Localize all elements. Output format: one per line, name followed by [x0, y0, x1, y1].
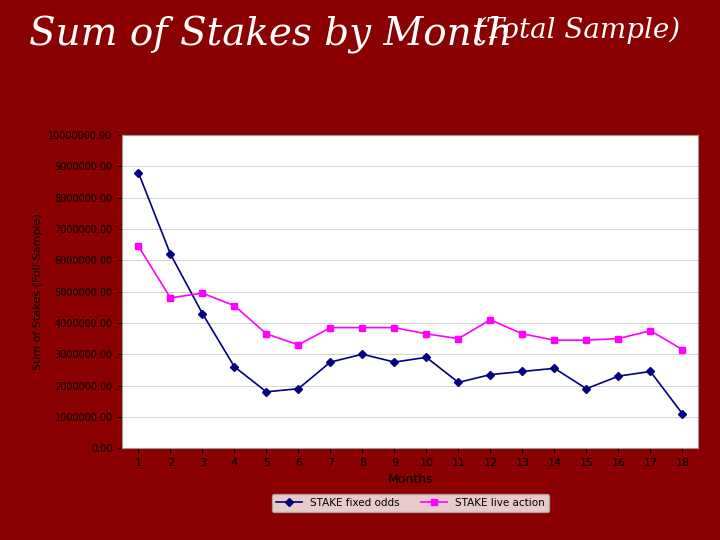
STAKE fixed odds	[646, 368, 654, 375]
Legend: STAKE fixed odds, STAKE live action: STAKE fixed odds, STAKE live action	[271, 494, 549, 512]
Line: STAKE fixed odds: STAKE fixed odds	[135, 170, 685, 416]
STAKE live action	[550, 337, 559, 343]
STAKE live action	[614, 335, 623, 342]
STAKE live action	[358, 325, 366, 331]
STAKE live action	[230, 302, 239, 309]
STAKE live action	[678, 346, 687, 353]
STAKE live action	[134, 243, 143, 249]
STAKE live action	[454, 335, 463, 342]
STAKE fixed odds	[678, 410, 687, 417]
STAKE live action	[518, 330, 527, 337]
STAKE live action	[198, 290, 207, 296]
STAKE fixed odds	[582, 386, 590, 392]
X-axis label: Months: Months	[387, 474, 433, 487]
Text: Sum of Stakes by Month: Sum of Stakes by Month	[29, 16, 512, 54]
STAKE fixed odds	[486, 372, 495, 378]
STAKE fixed odds	[326, 359, 335, 365]
Text: (Total Sample): (Total Sample)	[475, 16, 680, 44]
STAKE fixed odds	[358, 351, 366, 357]
STAKE live action	[326, 325, 335, 331]
STAKE fixed odds	[454, 379, 463, 386]
STAKE fixed odds	[166, 251, 175, 257]
STAKE live action	[294, 342, 302, 348]
STAKE fixed odds	[198, 310, 207, 317]
STAKE live action	[390, 325, 399, 331]
STAKE fixed odds	[230, 363, 239, 370]
STAKE fixed odds	[518, 368, 527, 375]
Y-axis label: Sum of Stakes (Full Sample): Sum of Stakes (Full Sample)	[33, 213, 43, 370]
STAKE live action	[646, 327, 654, 334]
STAKE fixed odds	[390, 359, 399, 365]
STAKE fixed odds	[550, 365, 559, 372]
STAKE live action	[262, 330, 271, 337]
STAKE fixed odds	[294, 386, 302, 392]
STAKE fixed odds	[262, 389, 271, 395]
STAKE live action	[486, 316, 495, 323]
Line: STAKE live action: STAKE live action	[135, 244, 685, 352]
STAKE live action	[422, 330, 431, 337]
STAKE live action	[166, 295, 175, 301]
STAKE fixed odds	[134, 170, 143, 176]
STAKE fixed odds	[422, 354, 431, 361]
STAKE live action	[582, 337, 590, 343]
STAKE fixed odds	[614, 373, 623, 380]
